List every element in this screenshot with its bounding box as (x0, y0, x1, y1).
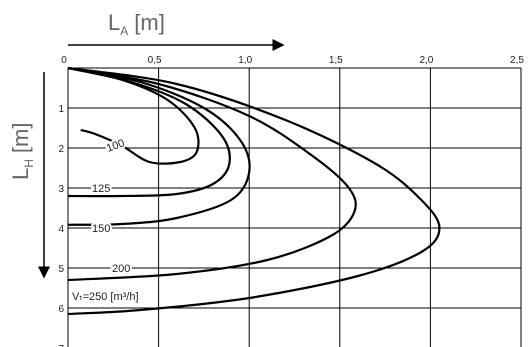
x-tick-label: 0 (61, 55, 67, 66)
curve-label: 125 (92, 183, 110, 195)
x-label-main: L (108, 10, 120, 35)
x-tick-label: 2,0 (419, 55, 433, 66)
x-tick-label: 2,5 (510, 55, 524, 66)
x-label-sub: A (120, 24, 128, 38)
curve (67, 66, 231, 198)
x-axis-label: LA [m] (108, 10, 165, 38)
x-label-unit: [m] (134, 10, 165, 35)
y-tick-label: 4 (58, 224, 64, 235)
curve (67, 66, 200, 165)
x-tick-label: 0,5 (148, 55, 162, 66)
y-tick-label: 3 (58, 184, 64, 195)
y-tick-label: 7 (58, 344, 64, 347)
y-tick-label: 6 (58, 304, 64, 315)
curve (67, 66, 441, 316)
curve-label: 200 (112, 263, 130, 275)
curve (67, 66, 357, 282)
x-tick-label: 1,5 (329, 55, 343, 66)
y-label-sub: H (22, 159, 36, 168)
curve (67, 66, 251, 226)
x-tick-label: 1,0 (238, 55, 252, 66)
y-tick-label: 5 (58, 264, 64, 275)
y-label-main: L (8, 168, 33, 180)
y-tick-label: 1 (58, 104, 64, 115)
y-label-unit: [m] (8, 123, 33, 154)
curve-label: Vₜ=250 [m³/h] (72, 291, 139, 303)
curve-label: 150 (92, 223, 110, 235)
y-axis-label: LH [m] (8, 123, 36, 180)
y-tick-label: 2 (58, 144, 64, 155)
